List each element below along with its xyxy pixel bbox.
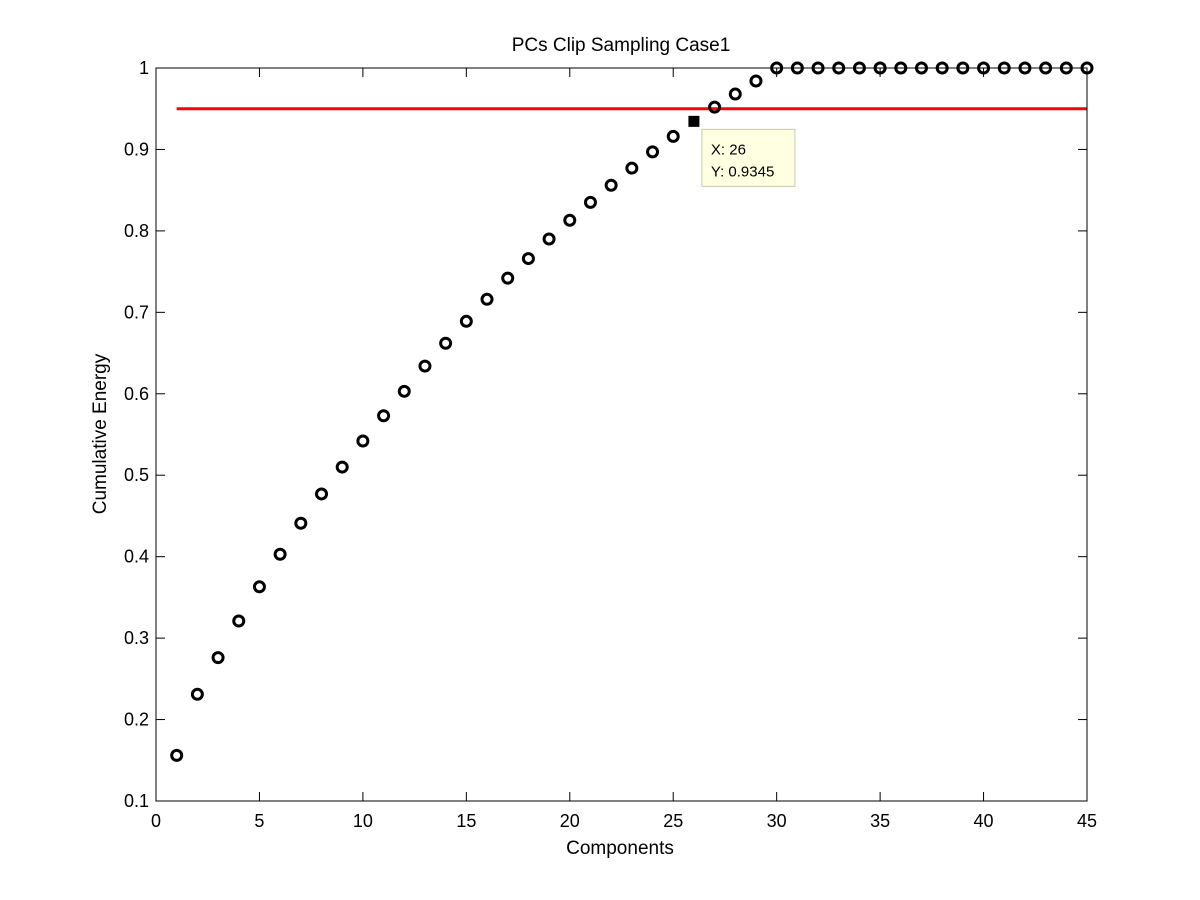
x-tick-label: 10: [353, 811, 373, 831]
data-point: [377, 409, 391, 423]
y-axis-label: Cumulative Energy: [90, 353, 111, 514]
datatip-layer[interactable]: X: 26 Y: 0.9345: [688, 115, 796, 187]
data-point: [563, 213, 577, 227]
x-axis-label: Components: [566, 838, 674, 859]
data-point: [666, 129, 680, 143]
data-point: [728, 87, 742, 101]
datatip-box[interactable]: [701, 128, 796, 187]
data-point: [190, 687, 204, 701]
data-point: [252, 580, 266, 594]
data-point: [397, 384, 411, 398]
data-point: [501, 271, 515, 285]
x-tick-label: 40: [974, 811, 994, 831]
data-point: [418, 359, 432, 373]
data-point: [211, 651, 225, 665]
data-point: [542, 232, 556, 246]
data-point: [439, 336, 453, 350]
data-point: [273, 547, 287, 561]
ticks-layer: 0 5 10 15 20 25 30 35 40 45 0.1 0.2 0.3 0.4 0.5 0.6 0.7 0…: [124, 58, 1097, 831]
data-point: [625, 161, 639, 175]
y-tick-label: 1: [139, 58, 149, 78]
data-point: [604, 178, 618, 192]
y-tick-label: 0.4: [124, 547, 149, 567]
y-tick-label: 0.1: [124, 791, 149, 811]
data-point: [459, 314, 473, 328]
y-tick-label: 0.9: [124, 139, 149, 159]
datatip-x-text: X: 26: [711, 141, 746, 158]
data-point: [232, 614, 246, 628]
plot-area: [156, 68, 1087, 801]
x-tick-label: 45: [1077, 811, 1097, 831]
data-point: [294, 516, 308, 530]
y-tick-label: 0.2: [124, 710, 149, 730]
data-point: [356, 434, 370, 448]
datatip-marker[interactable]: [688, 115, 700, 127]
x-tick-label: 20: [560, 811, 580, 831]
x-tick-label: 15: [456, 811, 476, 831]
x-tick-label: 35: [870, 811, 890, 831]
y-tick-label: 0.6: [124, 384, 149, 404]
data-point: [583, 195, 597, 209]
data-point: [708, 100, 722, 114]
x-tick-label: 25: [663, 811, 683, 831]
data-point: [335, 460, 349, 474]
data-point: [170, 748, 184, 762]
datatip-y-text: Y: 0.9345: [711, 163, 774, 180]
data-point: [646, 145, 660, 159]
axes-box: [155, 67, 1088, 802]
x-tick-label: 0: [151, 811, 161, 831]
y-tick-label: 0.3: [124, 628, 149, 648]
data-point: [315, 487, 329, 501]
data-point: [749, 74, 763, 88]
y-tick-label: 0.7: [124, 302, 149, 322]
marks-layer: [170, 61, 1094, 762]
x-tick-label: 30: [767, 811, 787, 831]
data-point: [480, 292, 494, 306]
y-tick-label: 0.5: [124, 465, 149, 485]
y-tick-label: 0.8: [124, 221, 149, 241]
data-point: [521, 252, 535, 266]
x-tick-label: 5: [254, 811, 264, 831]
chart-title: PCs Clip Sampling Case1: [512, 35, 731, 56]
